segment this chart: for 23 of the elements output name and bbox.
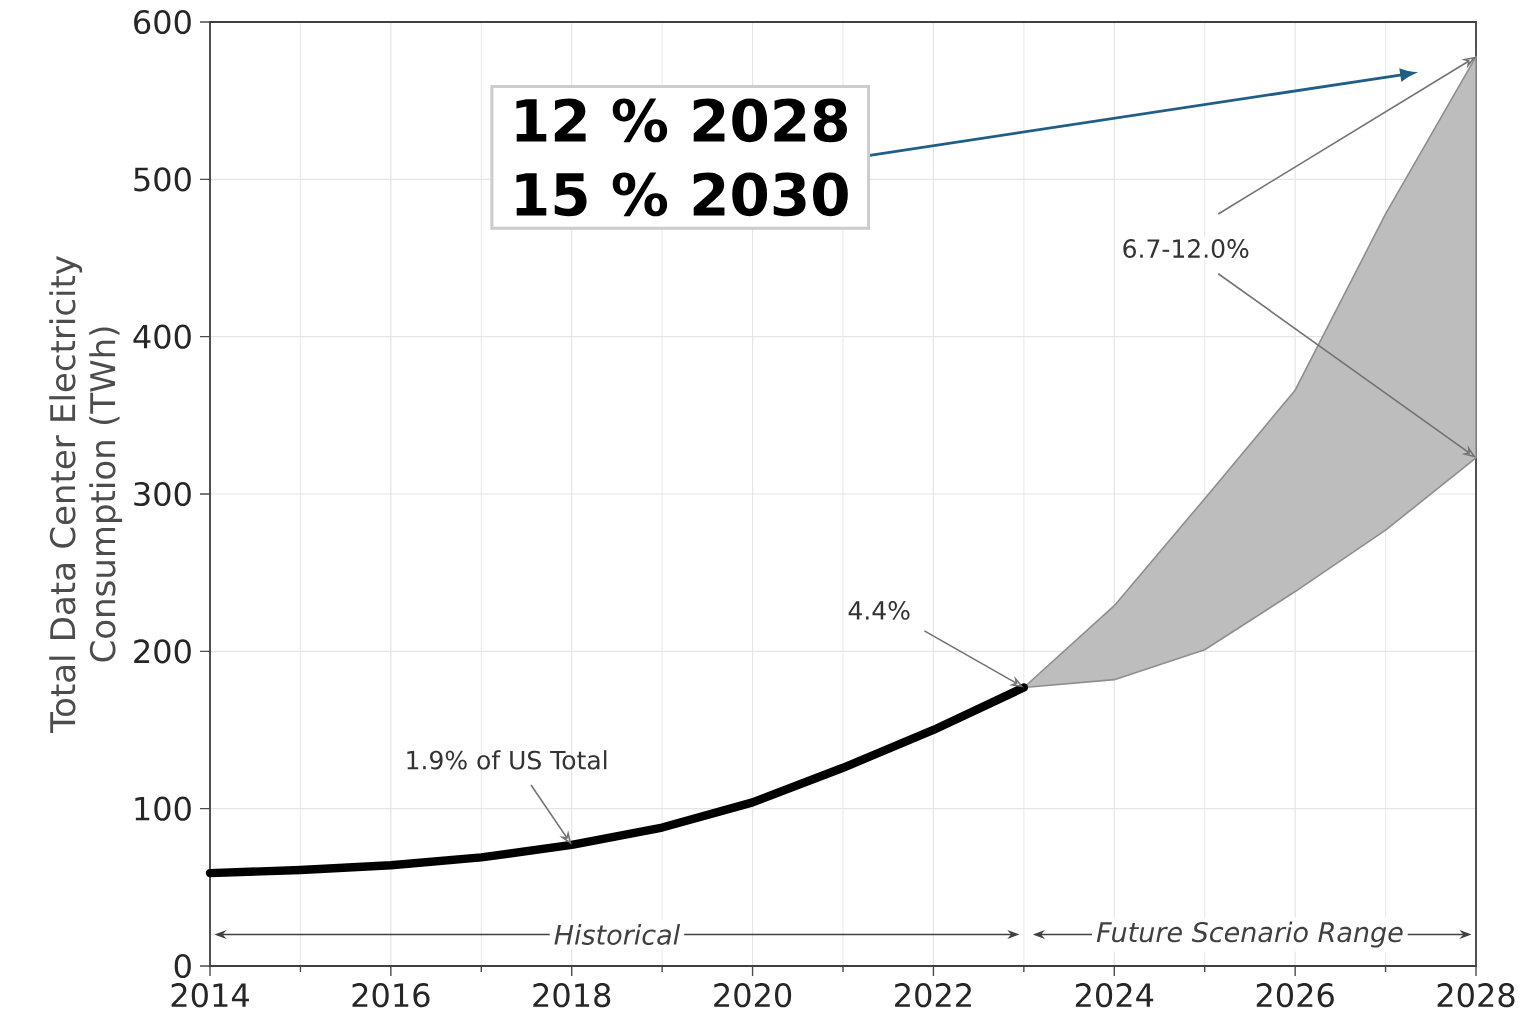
x-tick-label: 2028 <box>1437 983 1515 1008</box>
annotation: Historical <box>554 924 681 945</box>
annotation: 12 % 2028 <box>516 98 847 143</box>
x-tick-label: 2016 <box>352 983 430 1008</box>
annotation: 15 % 2030 <box>516 172 848 217</box>
y-tick-label: 500 <box>134 167 191 192</box>
y-tick-label: 100 <box>135 796 191 821</box>
x-tick-label: 2024 <box>1075 983 1154 1008</box>
y-tick-label: 0 <box>174 953 191 979</box>
x-tick-label: 2020 <box>714 983 792 1008</box>
annotation: 6.7-12.0% <box>1123 239 1249 259</box>
y-tick-label: 400 <box>133 324 191 349</box>
annotation: Future Scenario Range <box>1096 921 1403 948</box>
x-tick-label: 2022 <box>895 983 971 1008</box>
y-tick-label: 300 <box>134 481 191 507</box>
x-tick-label: 2014 <box>171 983 249 1008</box>
annotation: 4.4% <box>848 600 910 620</box>
y-axis-title: Total Data Center Electricity Consumption (TWh) <box>49 256 123 734</box>
y-tick-label: 200 <box>134 639 191 664</box>
y-tick-label: 600 <box>134 9 191 35</box>
x-tick-label: 2026 <box>1256 983 1334 1008</box>
x-tick-label: 2018 <box>533 983 611 1008</box>
annotation: 1.9% of US Total <box>407 750 607 770</box>
